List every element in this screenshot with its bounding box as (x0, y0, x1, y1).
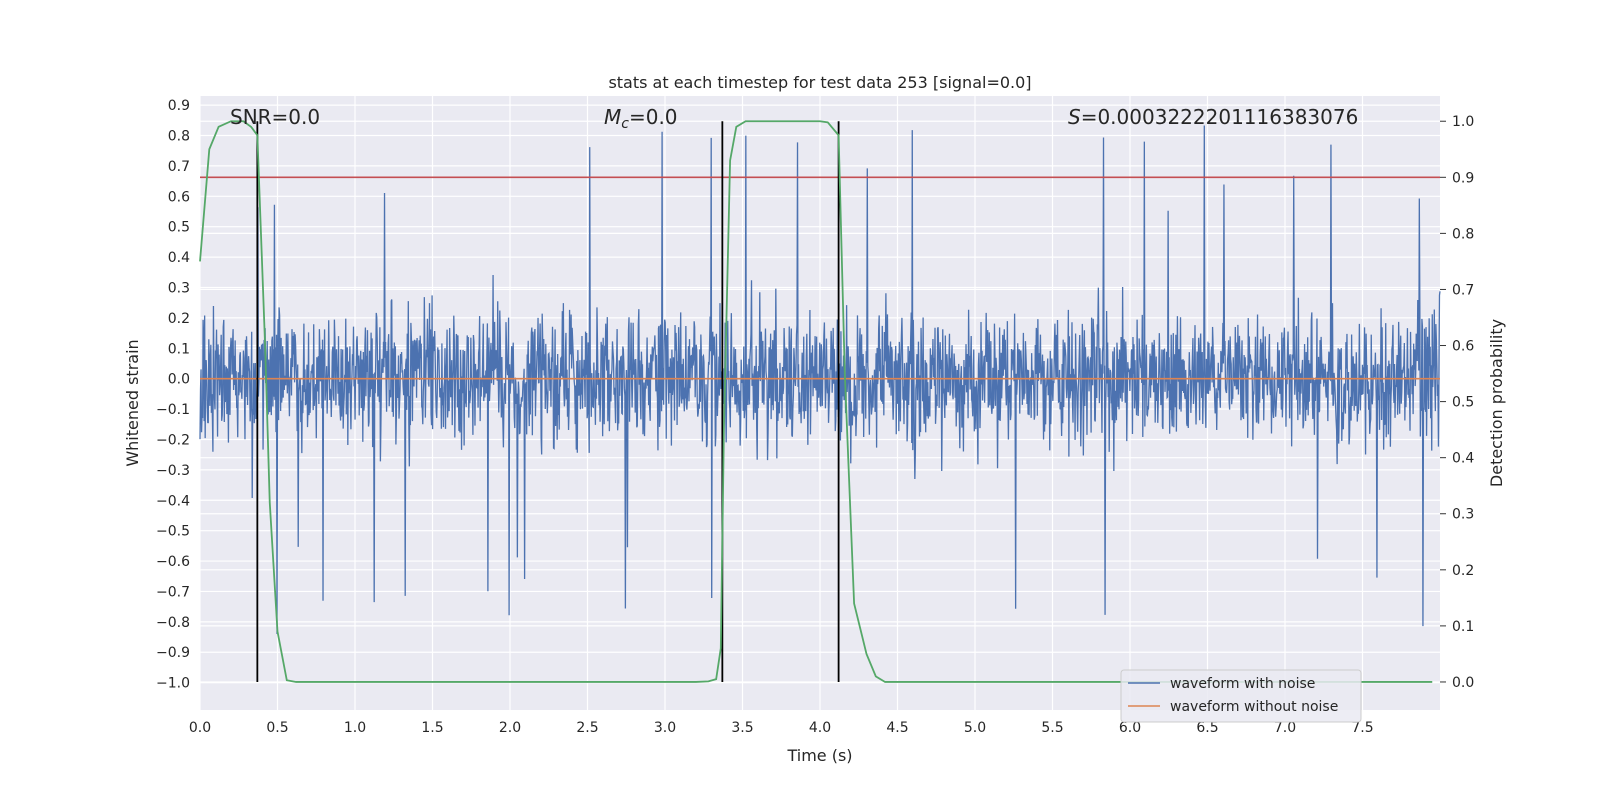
detection-probability-series (199, 120, 1433, 683)
x-tick-label: 7.0 (1274, 720, 1296, 736)
x-tick-label: 6.0 (1119, 720, 1141, 736)
y2-tick-label: 0.9 (1452, 170, 1474, 186)
y-tick-label: −0.9 (156, 645, 190, 661)
y-tick-label: −0.1 (156, 402, 190, 418)
chirp-mass-symbol: M (604, 105, 621, 129)
y-tick-label: 0.8 (168, 129, 190, 145)
x-tick-label: 0.5 (266, 720, 288, 736)
x-tick-label: 2.0 (499, 720, 521, 736)
y-tick-label: 0.6 (168, 189, 190, 205)
y2-tick-label: 0.2 (1452, 563, 1474, 579)
y2-tick-label: 0.5 (1452, 395, 1474, 411)
chirp-mass-annotation: Mc=0.0 (604, 105, 678, 132)
legend-label-clean: waveform without noise (1170, 699, 1338, 715)
y-tick-label: −0.4 (156, 493, 190, 509)
y2-tick-label: 0.1 (1452, 619, 1474, 635)
y-tick-label: −0.3 (156, 463, 190, 479)
noisy-waveform-line (199, 125, 1441, 634)
y-tick-label: −0.7 (156, 584, 190, 600)
y2-tick-label: 0.4 (1452, 451, 1474, 467)
y-axis-label: Whitened strain (123, 339, 142, 466)
chirp-mass-subscript: c (621, 116, 629, 132)
y-tick-label: 0.2 (168, 311, 190, 327)
s-statistic-value: =0.0003222201116383076 (1081, 105, 1359, 129)
x-tick-label: 4.5 (886, 720, 908, 736)
y-tick-label: 0.4 (168, 250, 190, 266)
x-tick-label: 2.5 (576, 720, 598, 736)
x-tick-label: 5.5 (1041, 720, 1063, 736)
x-tick-label: 5.0 (964, 720, 986, 736)
y2-tick-label: 0.0 (1452, 675, 1474, 691)
legend: waveform with noise waveform without noi… (1120, 669, 1362, 723)
tick-label-layer: 0.0 0.5 1.0 1.5 2.0 2.5 3.0 3.5 4.0 4.5 5.0 5.5 6.0 6… (156, 98, 1474, 736)
y-tick-label: −0.6 (156, 554, 190, 570)
y-tick-label: −0.5 (156, 524, 190, 540)
y-tick-label: −0.2 (156, 432, 190, 448)
y-tick-label: 0.0 (168, 372, 190, 388)
snr-annotation: SNR=0.0 (230, 105, 320, 129)
chirp-mass-value: =0.0 (629, 105, 678, 129)
y2-tick-label: 0.7 (1452, 282, 1474, 298)
x-tick-label: 6.5 (1196, 720, 1218, 736)
y-tick-label: 0.3 (168, 280, 190, 296)
legend-frame (1120, 669, 1362, 723)
y-tick-label: 0.5 (168, 220, 190, 236)
y-tick-label: 0.9 (168, 98, 190, 114)
s-statistic-annotation: S=0.0003222201116383076 (1068, 105, 1358, 129)
y-tick-label: −1.0 (156, 676, 190, 692)
x-tick-label: 1.0 (344, 720, 366, 736)
chart-title: stats at each timestep for test data 253… (608, 73, 1031, 92)
s-statistic-symbol: S (1068, 105, 1081, 129)
legend-label-noisy: waveform with noise (1170, 676, 1315, 692)
x-tick-label: 0.0 (189, 720, 211, 736)
y2-tick-label: 0.6 (1452, 339, 1474, 355)
x-tick-label: 3.5 (731, 720, 753, 736)
y2-tick-label: 1.0 (1452, 114, 1474, 130)
x-tick-label: 3.0 (654, 720, 676, 736)
y2-tick-label: 0.8 (1452, 226, 1474, 242)
x-tick-label: 4.0 (809, 720, 831, 736)
detection-probability-line (199, 120, 1433, 683)
x-axis-label: Time (s) (786, 746, 852, 765)
grid-layer (199, 96, 1440, 710)
y2-tick-label: 0.3 (1452, 507, 1474, 523)
y-tick-label: 0.7 (168, 159, 190, 175)
x-tick-label: 1.5 (421, 720, 443, 736)
y2-axis-label: Detection probability (1487, 319, 1506, 487)
waveform-with-noise-series (199, 125, 1441, 634)
y-tick-label: 0.1 (168, 341, 190, 357)
y-tick-label: −0.8 (156, 615, 190, 631)
x-tick-label: 7.5 (1351, 720, 1373, 736)
